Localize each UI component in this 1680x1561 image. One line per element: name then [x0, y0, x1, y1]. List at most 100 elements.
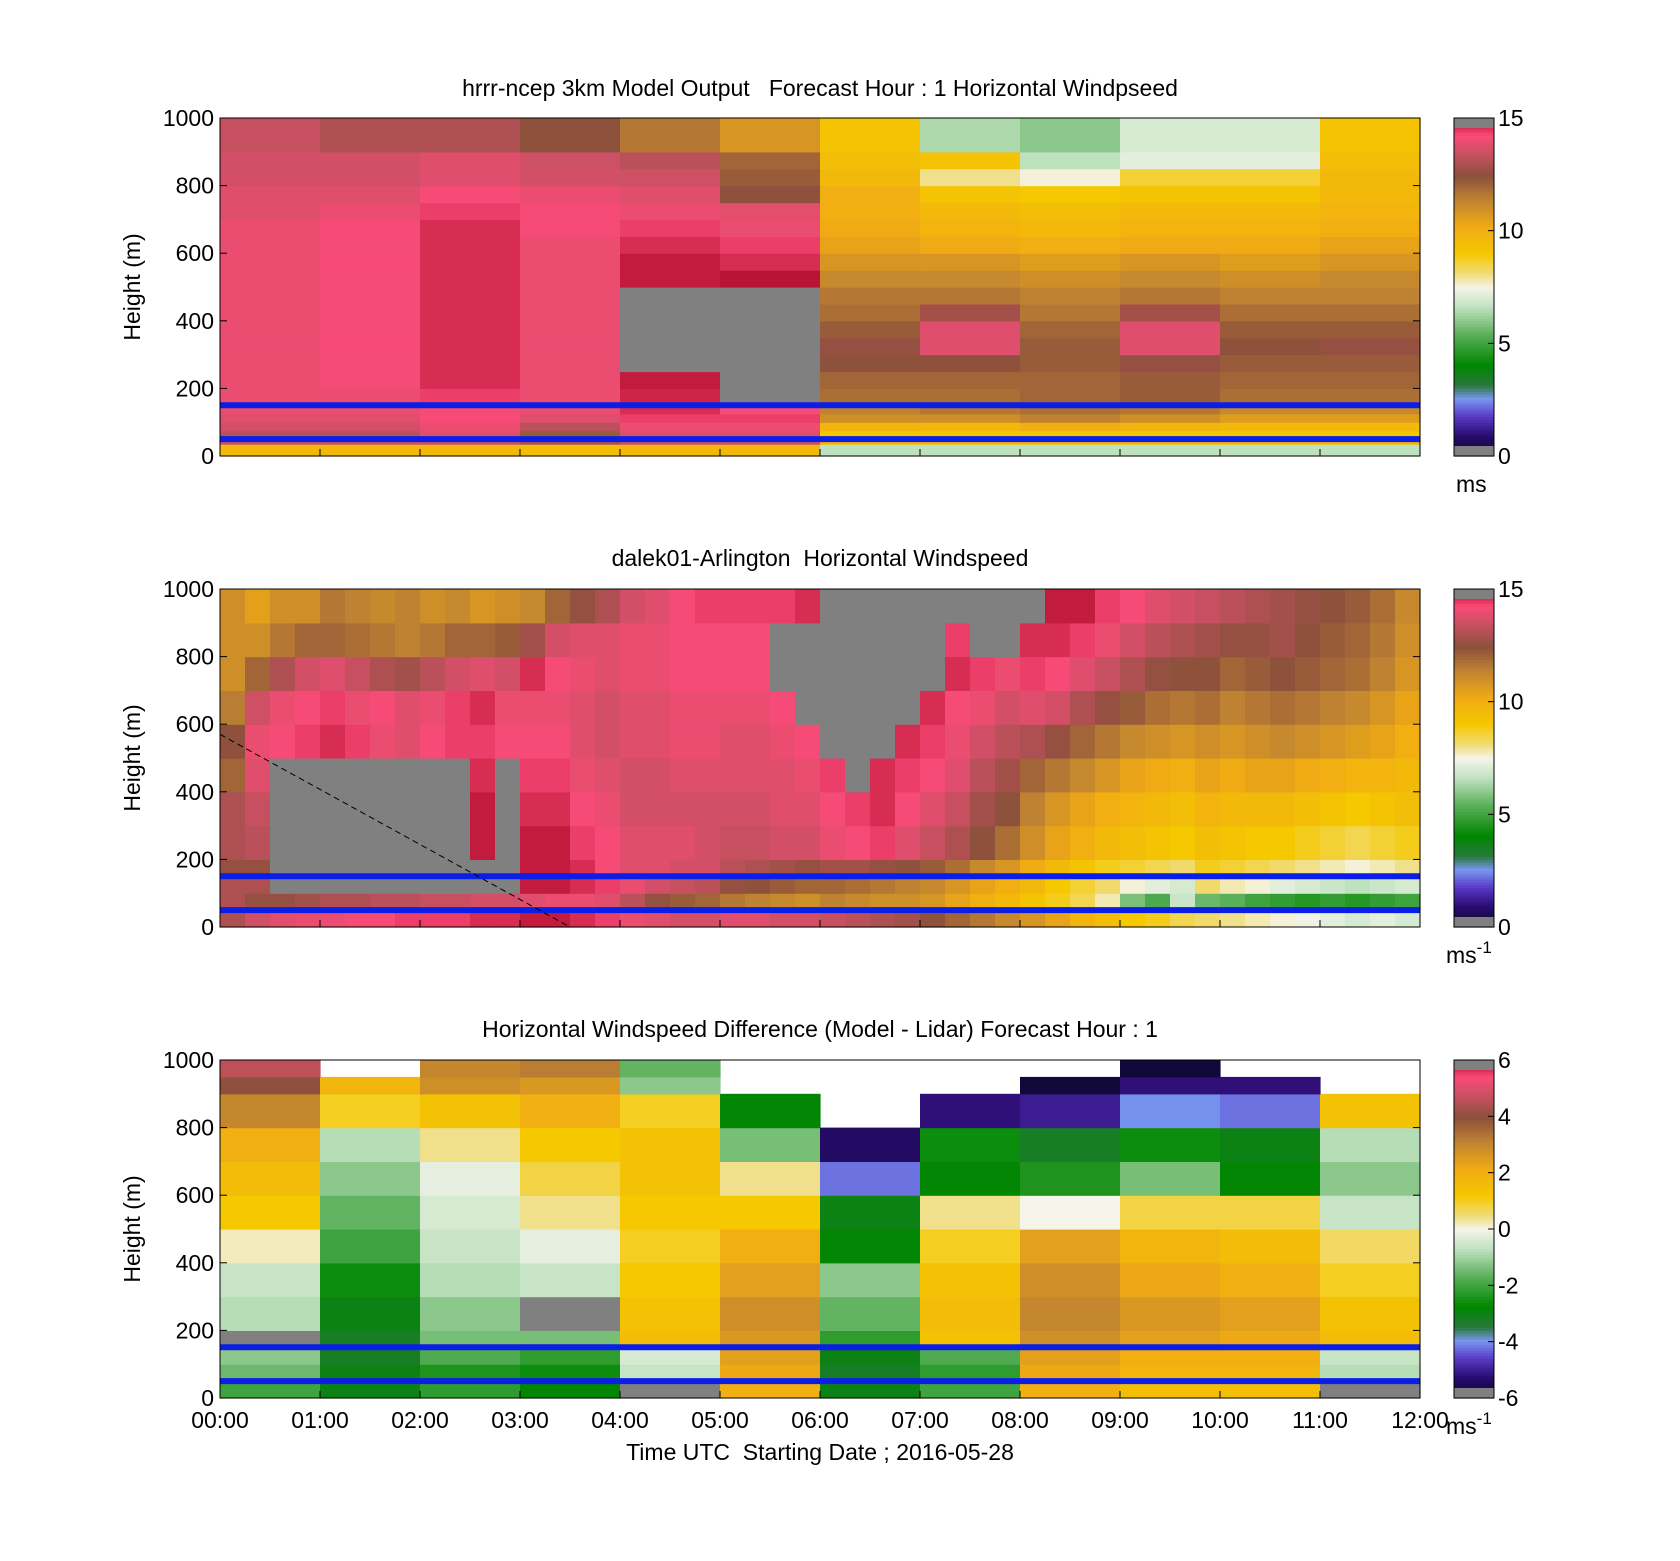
heatmap-cell: [370, 758, 396, 793]
colorbar-swatch: [1454, 1279, 1494, 1284]
colorbar-swatch: [1454, 896, 1494, 900]
heatmap-cell: [345, 893, 371, 911]
heatmap-cell: [1220, 219, 1321, 237]
colorbar-swatch: [1454, 1257, 1494, 1261]
heatmap-cell: [770, 825, 796, 860]
colorbar-swatch: [1454, 1141, 1494, 1146]
heatmap-cell: [295, 589, 321, 624]
heatmap-cell: [595, 589, 621, 624]
heatmap-cell: [370, 690, 396, 725]
heatmap-cell: [1120, 1076, 1221, 1095]
heatmap-cell: [1195, 622, 1221, 658]
heatmap-cell: [795, 656, 821, 691]
heatmap-cell: [970, 825, 996, 860]
heatmap-cell: [1170, 656, 1196, 691]
colorbar-swatch: [1454, 724, 1494, 728]
y-tick-label: 200: [176, 375, 214, 401]
heatmap-cell: [620, 185, 721, 204]
colorbar-swatch: [1454, 1226, 1494, 1230]
heatmap-cell: [720, 444, 821, 457]
colorbar-swatch: [1454, 1124, 1494, 1129]
colorbar-swatch: [1454, 1248, 1494, 1253]
panel-lidar-heatmap: [219, 589, 1421, 928]
heatmap-cell: [1295, 893, 1321, 911]
colorbar-swatch: [1454, 126, 1494, 130]
heatmap-cell: [845, 656, 871, 691]
colorbar-swatch: [1454, 441, 1494, 446]
colorbar-swatch: [1454, 284, 1494, 288]
colorbar-swatch: [1454, 399, 1494, 404]
colorbar-swatch: [1454, 769, 1494, 773]
heatmap-cell: [920, 1161, 1021, 1196]
colorbar-swatch: [1454, 1217, 1494, 1222]
heatmap-cell: [270, 876, 296, 894]
heatmap-cell: [570, 910, 596, 928]
colorbar-swatch: [1454, 746, 1494, 751]
heatmap-cell: [595, 893, 621, 911]
colorbar-swatch: [1454, 687, 1494, 691]
colorbar-swatch: [1454, 171, 1494, 175]
colorbar-swatch: [1454, 230, 1494, 235]
heatmap-cell: [620, 893, 646, 911]
heatmap-cell: [920, 1262, 1021, 1298]
heatmap-cell: [520, 118, 621, 153]
heatmap-cell: [1320, 151, 1421, 170]
heatmap-cell: [770, 589, 796, 624]
heatmap-cell: [220, 371, 321, 389]
heatmap-cell: [520, 236, 621, 254]
colorbar-cap: [1454, 1388, 1494, 1398]
y-tick-label: 800: [176, 173, 214, 199]
heatmap-cell: [1070, 910, 1096, 928]
heatmap-cell: [1345, 893, 1371, 911]
heatmap-cell: [320, 622, 346, 658]
heatmap-cell: [695, 791, 721, 827]
colorbar-swatch: [1454, 275, 1494, 280]
heatmap-cell: [220, 219, 321, 237]
heatmap-cell: [1095, 910, 1121, 928]
heatmap-cell: [1020, 859, 1046, 877]
heatmap-cell: [695, 724, 721, 759]
heatmap-cell: [320, 413, 421, 423]
heatmap-cell: [1195, 859, 1221, 877]
heatmap-cell: [745, 758, 771, 793]
heatmap-cell: [1195, 758, 1221, 793]
colorbar-swatch: [1454, 148, 1494, 153]
heatmap-cell: [1220, 287, 1321, 305]
heatmap-cell: [845, 758, 871, 793]
heatmap-cell: [1120, 589, 1146, 624]
heatmap-cell: [1320, 1195, 1421, 1230]
colorbar-swatch: [1454, 870, 1494, 875]
heatmap-cell: [320, 1330, 421, 1348]
colorbar-swatch: [1454, 800, 1494, 804]
heatmap-cell: [870, 589, 896, 624]
heatmap-cell: [820, 825, 846, 860]
colorbar-swatch: [1454, 1093, 1494, 1098]
colorbar-swatch: [1454, 772, 1494, 776]
colorbar-frame: [1453, 588, 1495, 928]
heatmap-cell: [370, 859, 396, 877]
colorbar-tick-label: 15: [1498, 576, 1524, 602]
heatmap-cell: [320, 910, 346, 928]
heatmap-cell: [295, 825, 321, 860]
colorbar-swatch: [1454, 783, 1494, 787]
heatmap-cell: [270, 589, 296, 624]
heatmap-cell: [1195, 910, 1221, 928]
colorbar-swatch: [1454, 890, 1494, 894]
colorbar-swatch: [1454, 247, 1494, 251]
heatmap-cell: [1370, 910, 1396, 928]
colorbar-swatch: [1454, 168, 1494, 173]
heatmap-cell: [1120, 430, 1221, 440]
heatmap-cell: [1095, 876, 1121, 894]
heatmap-cell: [820, 724, 846, 759]
colorbar-swatch: [1454, 834, 1494, 838]
heatmap-cell: [645, 724, 671, 759]
heatmap-cell: [920, 413, 1021, 423]
heatmap-cell: [1320, 1093, 1421, 1129]
heatmap-cell: [995, 656, 1021, 691]
heatmap-cell: [845, 876, 871, 894]
colorbar-swatch: [1454, 134, 1494, 139]
heatmap-cell: [395, 622, 421, 658]
heatmap-cell: [720, 1296, 821, 1331]
colorbar-swatch: [1454, 354, 1494, 359]
heatmap-cell: [1395, 876, 1421, 894]
